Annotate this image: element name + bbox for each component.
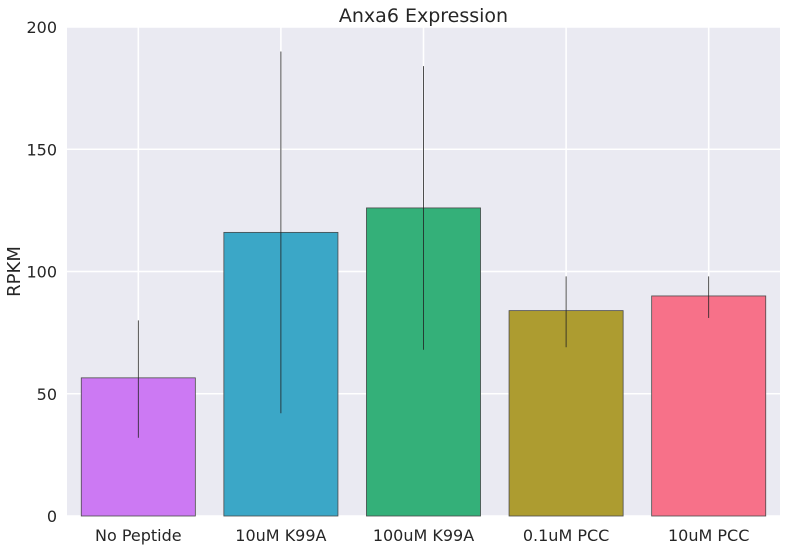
y-tick-label: 0 [47,507,57,526]
x-tick-label: 10uM PCC [668,526,749,545]
chart-title: Anxa6 Expression [339,5,508,27]
x-tick-label: No Peptide [95,526,182,545]
y-tick-label: 50 [37,385,57,404]
y-tick-label: 200 [26,18,57,37]
y-tick-label: 100 [26,263,57,282]
x-tick-label: 0.1uM PCC [523,526,609,545]
y-tick-labels: 0 50 100 150 200 [26,18,57,526]
y-tick-label: 150 [26,140,57,159]
y-axis-label: RPKM [4,246,25,297]
bar [651,295,767,517]
x-tick-label: 10uM K99A [235,526,326,545]
x-tick-labels: No Peptide 10uM K99A 100uM K99A 0.1uM PCC 10… [95,526,749,545]
error-bars [137,51,710,438]
x-tick-label: 100uM K99A [373,526,474,545]
